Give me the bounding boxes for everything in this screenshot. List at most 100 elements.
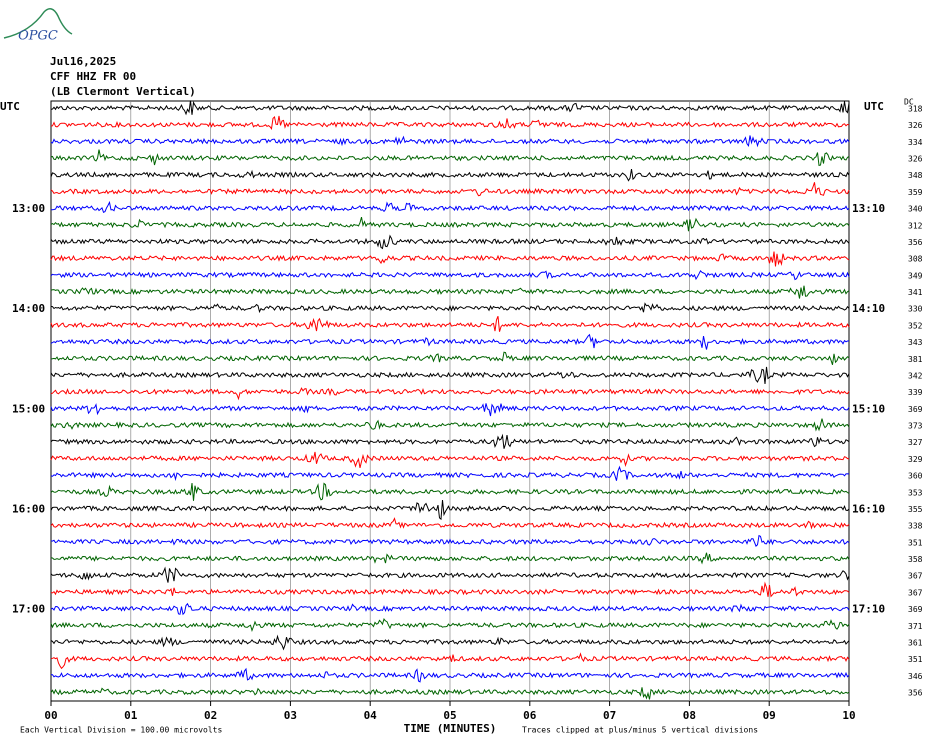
time-label-right: 15:10	[852, 402, 885, 415]
trace	[50, 387, 850, 401]
trace	[50, 366, 850, 385]
dc-value: 351	[908, 538, 923, 547]
dc-value: 346	[908, 672, 923, 681]
trace	[50, 302, 850, 314]
dc-value: 342	[908, 371, 923, 380]
trace	[50, 351, 850, 365]
dc-value: 334	[908, 138, 923, 147]
trace	[50, 451, 850, 469]
trace	[50, 251, 850, 267]
trace	[50, 418, 850, 432]
dc-value: 329	[908, 455, 923, 464]
dc-value: 341	[908, 288, 923, 297]
trace	[50, 403, 850, 417]
trace	[50, 182, 850, 197]
dc-value: 353	[908, 488, 923, 497]
dc-value: 312	[908, 221, 923, 230]
time-label-right: 17:10	[852, 603, 885, 616]
time-label-right: 16:10	[852, 502, 885, 515]
dc-value: 330	[908, 305, 923, 314]
trace	[50, 482, 850, 501]
trace	[50, 234, 850, 250]
time-label-right: 13:10	[852, 202, 885, 215]
trace	[50, 169, 850, 182]
dc-value: 356	[908, 238, 923, 247]
logo-curve	[3, 8, 73, 39]
trace	[50, 115, 850, 130]
x-tick-label: 06	[523, 709, 537, 722]
dc-value: 352	[908, 321, 923, 330]
dc-value: 381	[908, 355, 923, 364]
dc-value: 361	[908, 638, 923, 647]
trace	[50, 135, 850, 148]
trace	[50, 581, 850, 598]
x-tick-label: 05	[443, 709, 456, 722]
dc-value: 340	[908, 205, 923, 214]
footer-note: Each Vertical Division = 100.00 microvol…	[20, 726, 222, 735]
dc-value: 351	[908, 655, 923, 664]
trace	[50, 667, 850, 683]
utc-label: UTC	[0, 100, 20, 113]
dc-value: 356	[908, 689, 923, 698]
trace	[50, 534, 850, 547]
dc-value: 369	[908, 605, 923, 614]
trace	[50, 200, 850, 213]
trace	[50, 333, 850, 350]
time-label-left: 16:00	[12, 502, 45, 515]
time-label-left: 14:00	[12, 302, 45, 315]
dc-value: 367	[908, 588, 923, 597]
trace	[50, 618, 850, 632]
dc-value: 349	[908, 271, 923, 280]
dc-value: 308	[908, 255, 923, 264]
x-axis-label: TIME (MINUTES)	[404, 722, 497, 735]
header-line: Jul16,2025	[50, 55, 116, 68]
dc-value: 367	[908, 572, 923, 581]
dc-value: 360	[908, 472, 923, 481]
dc-value: 371	[908, 622, 923, 631]
trace	[50, 687, 850, 700]
trace	[50, 269, 850, 281]
x-tick-label: 09	[763, 709, 776, 722]
trace	[50, 552, 850, 565]
trace	[50, 465, 850, 482]
dc-value: 318	[908, 105, 923, 114]
x-tick-label: 01	[124, 709, 138, 722]
dc-value: 359	[908, 188, 923, 197]
dc-label: DC	[904, 98, 914, 107]
trace	[50, 433, 850, 449]
trace	[50, 566, 850, 583]
time-label-right: 14:10	[852, 302, 885, 315]
x-tick-label: 00	[44, 709, 57, 722]
footer-note: Traces clipped at plus/minus 5 vertical …	[522, 726, 758, 735]
logo-text: OPGC	[18, 29, 58, 44]
dc-value: 355	[908, 505, 923, 514]
header-line: (LB Clermont Vertical)	[50, 85, 196, 98]
dc-value: 373	[908, 422, 923, 431]
trace	[50, 602, 850, 616]
trace	[50, 149, 850, 166]
x-tick-label: 10	[842, 709, 855, 722]
x-tick-label: 03	[284, 709, 297, 722]
trace	[50, 285, 850, 299]
utc-label: UTC	[864, 100, 884, 113]
x-tick-label: 07	[603, 709, 616, 722]
dc-value: 326	[908, 121, 923, 130]
trace	[50, 517, 850, 530]
header-line: CFF HHZ FR 00	[50, 70, 136, 83]
dc-value: 327	[908, 438, 923, 447]
trace	[50, 100, 850, 116]
trace	[50, 634, 850, 651]
dc-value: 339	[908, 388, 923, 397]
dc-value: 343	[908, 338, 923, 347]
time-label-left: 17:00	[12, 603, 45, 616]
trace	[50, 316, 850, 332]
x-tick-label: 04	[364, 709, 378, 722]
time-label-left: 15:00	[12, 402, 45, 415]
trace	[50, 652, 850, 670]
dc-value: 338	[908, 522, 923, 531]
trace	[50, 216, 850, 232]
dc-value: 348	[908, 171, 923, 180]
dc-value: 369	[908, 405, 923, 414]
trace	[50, 499, 850, 521]
